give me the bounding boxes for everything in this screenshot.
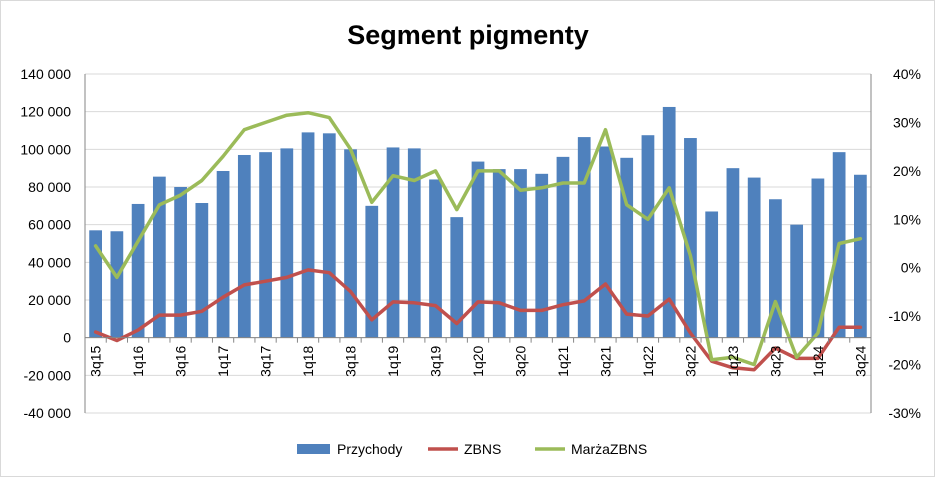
line-zbns [93,268,863,372]
bar [386,147,400,338]
bar [365,205,379,338]
x-tick-label: 3q19 [428,345,444,376]
bar [790,224,804,338]
bar [769,199,782,338]
x-tick-label: 3q16 [173,345,189,376]
x-tick-label: 1q19 [385,345,401,376]
bar [450,217,464,338]
x-tick-label: 1q18 [300,345,316,376]
bar [556,156,570,338]
bar [620,157,634,338]
x-tick-label: 1q20 [470,345,486,376]
bar [280,148,294,338]
y-right-tick-label: -20% [888,357,921,373]
bar [301,132,315,338]
bar [811,178,825,338]
bar [577,137,591,338]
y-right-tick-label: 20% [893,163,921,179]
bar [641,135,655,338]
bar [662,106,676,338]
x-tick-label: 1q17 [215,345,231,376]
bar [854,174,867,338]
y-right-tick-label: 40% [893,66,921,82]
bar [407,148,421,338]
y-right-tick-label: -30% [888,405,921,421]
bar [726,168,740,338]
x-tick-label: 1q22 [640,345,656,376]
bar [599,146,612,338]
bar [684,138,697,338]
x-tick-label: 1q21 [555,345,571,376]
x-tick-label: 3q18 [343,345,359,376]
chart-title: Segment pigmenty [347,20,589,50]
bar [259,152,272,338]
bar [110,231,124,338]
line-marżazbns [93,110,863,367]
bar [492,169,506,338]
legend-label: Przychody [337,441,402,457]
bars-series-przychody [89,106,867,338]
y-axis-right-labels: -30% -20% -10% 0% 10% 20% 30% 40% [888,66,921,421]
y-right-tick-label: 30% [893,114,921,130]
bar [322,133,336,338]
line-series [93,110,863,372]
bar [174,187,187,338]
bar [747,177,761,338]
y-left-tick-label: 120 000 [20,104,71,120]
y-left-tick-label: 60 000 [28,217,71,233]
x-axis-labels: 3q15 1q16 3q16 1q17 3q17 1q18 3q18 1q19 3q19 1q20… [88,345,869,376]
legend-swatch [297,444,330,454]
x-tick-label: 3q21 [597,345,613,376]
y-left-tick-label: 100 000 [20,141,71,157]
x-tick-label: 3q20 [512,345,528,376]
bar [89,230,102,338]
bar [429,179,442,338]
bar [216,170,230,338]
y-left-tick-label: 40 000 [28,254,71,270]
x-tick-label: 1q23 [725,345,741,376]
legend-label: ZBNS [464,441,501,457]
bar [344,149,357,338]
y-right-tick-label: 0% [901,260,921,276]
bar [514,169,527,338]
y-axis-left-labels: -40 000 -20 000 0 20 000 40 000 60 000 80 000 1… [20,66,71,421]
x-tick-label: 3q22 [682,345,698,376]
bar [195,203,209,338]
x-tick-label: 3q23 [767,345,783,376]
y-left-tick-label: 0 [63,330,71,346]
legend: Przychody ZBNS MarżaZBNS [297,441,647,457]
axes [84,74,872,413]
y-left-tick-label: 140 000 [20,66,71,82]
x-tick-label: 3q24 [852,345,868,376]
y-right-tick-label: -10% [888,308,921,324]
x-tick-label: 1q16 [130,345,146,376]
x-tick-label: 3q17 [258,345,274,376]
bar [705,211,719,338]
bar [471,161,485,338]
bar [237,154,251,338]
y-left-tick-label: 80 000 [28,179,71,195]
x-tick-label: 1q24 [810,345,826,376]
bar [131,203,145,338]
y-left-tick-label: -20 000 [24,367,72,383]
x-tick-label: 3q15 [88,345,104,376]
y-right-tick-label: 10% [893,211,921,227]
bar [535,173,549,338]
y-left-tick-label: 20 000 [28,292,71,308]
y-left-tick-label: -40 000 [24,405,72,421]
bar [152,176,166,338]
legend-label: MarżaZBNS [571,441,647,457]
